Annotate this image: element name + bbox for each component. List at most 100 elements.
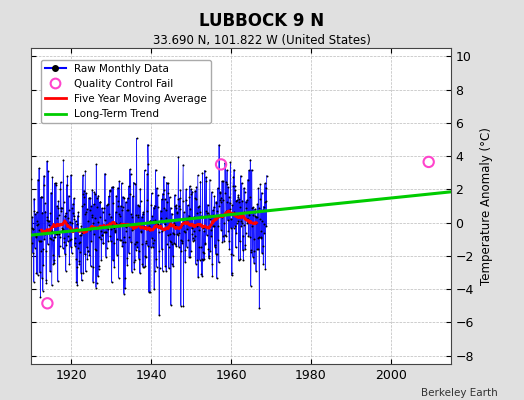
Point — [56, 186, 64, 192]
Point — [159, 190, 167, 197]
Point — [49, 252, 57, 258]
Point — [204, 246, 213, 252]
Point — [166, 204, 174, 211]
Point — [159, 205, 168, 211]
Point — [234, 218, 242, 224]
Point — [61, 268, 70, 274]
Point — [83, 206, 91, 212]
Point — [197, 271, 205, 277]
Point — [231, 187, 239, 194]
Point — [96, 236, 105, 242]
Point — [59, 226, 67, 232]
Point — [123, 207, 131, 214]
Point — [237, 223, 245, 229]
Point — [249, 236, 258, 242]
Point — [30, 245, 39, 251]
Point — [37, 248, 46, 254]
Point — [224, 228, 233, 234]
Point — [207, 221, 215, 228]
Point — [68, 250, 76, 256]
Point — [156, 225, 165, 231]
Point — [71, 235, 79, 241]
Point — [160, 173, 168, 180]
Point — [113, 222, 122, 229]
Point — [184, 215, 192, 221]
Point — [31, 231, 39, 238]
Point — [232, 244, 240, 251]
Point — [198, 170, 206, 176]
Point — [213, 250, 221, 257]
Point — [166, 230, 174, 237]
Point — [179, 162, 188, 168]
Point — [79, 270, 88, 276]
Point — [222, 179, 230, 185]
Point — [43, 158, 51, 164]
Point — [164, 180, 172, 186]
Point — [72, 256, 80, 262]
Point — [192, 196, 200, 203]
Point — [90, 231, 98, 237]
Point — [110, 264, 118, 270]
Point — [111, 227, 119, 233]
Point — [93, 218, 102, 225]
Point — [77, 223, 85, 230]
Point — [69, 201, 77, 207]
Point — [70, 213, 78, 220]
Point — [60, 235, 68, 241]
Point — [187, 191, 195, 198]
Point — [53, 278, 62, 284]
Point — [208, 260, 216, 267]
Point — [182, 197, 190, 203]
Point — [90, 189, 99, 195]
Point — [169, 220, 178, 226]
Point — [62, 182, 71, 188]
Point — [128, 193, 137, 200]
Point — [187, 186, 195, 192]
Point — [139, 209, 147, 215]
Point — [194, 204, 203, 210]
Point — [220, 220, 228, 226]
Point — [87, 203, 95, 210]
Point — [73, 264, 81, 270]
Point — [157, 196, 166, 202]
Point — [54, 205, 62, 212]
Point — [193, 172, 202, 179]
Point — [239, 233, 247, 239]
Point — [144, 242, 152, 249]
Point — [104, 226, 112, 232]
Point — [56, 242, 64, 249]
Point — [262, 198, 270, 204]
Point — [73, 213, 82, 219]
Point — [190, 228, 198, 234]
Point — [134, 214, 143, 220]
Point — [77, 232, 85, 238]
Point — [222, 233, 231, 240]
Point — [122, 224, 130, 230]
Point — [76, 232, 84, 238]
Point — [259, 203, 268, 210]
Point — [122, 199, 130, 205]
Point — [252, 214, 260, 220]
Point — [138, 211, 147, 217]
Point — [107, 279, 116, 285]
Point — [181, 259, 189, 265]
Point — [185, 254, 193, 260]
Text: Berkeley Earth: Berkeley Earth — [421, 388, 498, 398]
Point — [111, 229, 119, 235]
Point — [61, 213, 70, 219]
Point — [194, 227, 203, 234]
Point — [32, 269, 41, 276]
Point — [105, 187, 114, 194]
Point — [106, 232, 114, 239]
Point — [45, 222, 53, 228]
Point — [191, 195, 199, 202]
Point — [182, 186, 190, 193]
Point — [261, 180, 269, 187]
Point — [146, 218, 155, 224]
Point — [102, 229, 110, 236]
Point — [124, 206, 132, 213]
Point — [230, 209, 238, 216]
Point — [97, 232, 106, 238]
Point — [201, 240, 209, 246]
Point — [130, 240, 139, 247]
